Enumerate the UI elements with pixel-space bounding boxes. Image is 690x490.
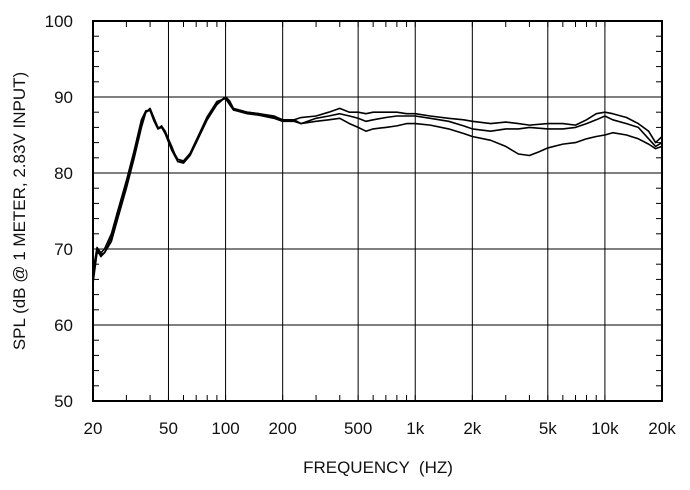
x-tick-label: 50 [159, 419, 178, 438]
series-line-2 [92, 96, 663, 284]
y-tick-label: 90 [54, 88, 73, 107]
grid-lines [93, 21, 662, 401]
y-tick-label: 100 [45, 12, 73, 31]
x-tick-label: 5k [539, 419, 557, 438]
x-tick-label: 200 [268, 419, 296, 438]
x-tick-label: 100 [211, 419, 239, 438]
minor-ticks [93, 21, 662, 401]
y-tick-label: 70 [54, 240, 73, 259]
y-axis-title: SPL (dB @ 1 METER, 2.83V INPUT) [10, 72, 29, 350]
plot-frame [92, 20, 663, 402]
series-group [92, 96, 663, 284]
y-tick-label: 50 [54, 392, 73, 411]
x-axis-title: FREQUENCY (HZ) [303, 458, 453, 477]
x-tick-label: 20 [84, 419, 103, 438]
x-tick-label: 10k [591, 419, 619, 438]
x-tick-label: 20k [648, 419, 676, 438]
y-tick-labels: 50 60 70 80 90 100 [45, 12, 73, 411]
series-line-3 [92, 97, 663, 272]
x-tick-labels: 20 50 100 200 500 1k 2k 5k 10k 20k [84, 419, 677, 438]
y-tick-label: 80 [54, 164, 73, 183]
x-tick-label: 1k [406, 419, 424, 438]
y-tick-label: 60 [54, 316, 73, 335]
x-tick-label: 2k [463, 419, 481, 438]
x-tick-label: 500 [344, 419, 372, 438]
